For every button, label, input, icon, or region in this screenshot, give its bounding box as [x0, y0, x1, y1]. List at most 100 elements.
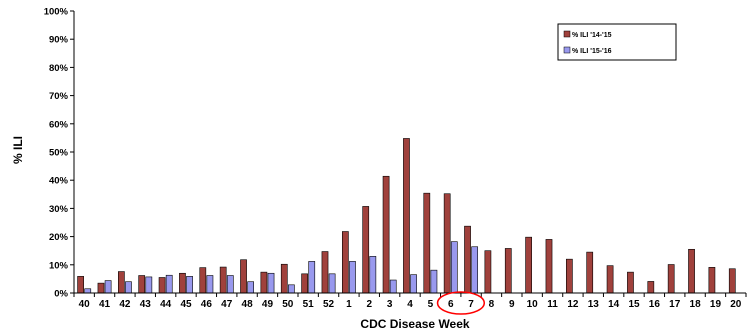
- x-tick-label: 6: [448, 299, 454, 310]
- y-tick-label: 90%: [49, 35, 69, 46]
- bar-series-2: [247, 281, 255, 294]
- annotations: [436, 291, 486, 315]
- x-tick-label: 8: [489, 299, 495, 310]
- bar-series-1: [484, 250, 492, 294]
- x-tick-label: 17: [669, 299, 681, 310]
- x-tick-label: 16: [649, 299, 661, 310]
- y-tick-label: 20%: [49, 232, 69, 243]
- x-tick-label: 3: [387, 299, 393, 310]
- bar-series-1: [301, 273, 308, 294]
- bar-series-2: [288, 284, 295, 294]
- legend-label: % ILI '14-'15: [572, 32, 612, 39]
- bar-series-2: [450, 241, 458, 294]
- x-tick-label: 7: [468, 299, 474, 310]
- bar-series-1: [728, 268, 736, 294]
- bars: [77, 138, 736, 294]
- x-tick-label: 19: [710, 299, 722, 310]
- y-tick-label: 0%: [54, 289, 68, 300]
- bar-series-2: [328, 273, 336, 294]
- y-tick-label: 10%: [49, 260, 69, 271]
- bar-series-2: [430, 269, 438, 294]
- x-tick-label: 9: [509, 299, 515, 310]
- bar-series-1: [97, 282, 105, 294]
- y-axis: 0% 10% 20% 30% 40% 50% 60% 70% 80% 90% 100%: [44, 7, 75, 300]
- bar-series-1: [280, 263, 288, 294]
- bar-series-1: [667, 264, 675, 294]
- bar-series-1: [341, 231, 349, 294]
- x-tick-label: 41: [99, 299, 111, 310]
- legend-swatch: [563, 46, 571, 54]
- x-tick-label: 2: [366, 299, 372, 310]
- bar-series-2: [389, 279, 397, 294]
- bar-series-2: [308, 261, 316, 294]
- bar-series-1: [606, 265, 614, 294]
- y-tick-label: 30%: [49, 204, 69, 215]
- bar-series-1: [118, 271, 125, 294]
- bar-series-1: [504, 248, 512, 294]
- y-tick-label: 50%: [49, 148, 69, 159]
- bar-series-1: [525, 236, 532, 294]
- bar-series-1: [321, 251, 329, 294]
- y-tick-label: 60%: [49, 119, 69, 130]
- x-tick-label: 5: [428, 299, 434, 310]
- x-tick-label: 42: [119, 299, 131, 310]
- bar-series-1: [464, 225, 471, 294]
- bar-series-1: [403, 138, 410, 294]
- bar-series-2: [104, 280, 112, 294]
- x-tick-label: 13: [588, 299, 600, 310]
- x-tick-label: 50: [282, 299, 294, 310]
- bar-series-1: [138, 275, 146, 294]
- y-tick-label: 40%: [49, 176, 69, 187]
- x-tick-label: 1: [346, 299, 352, 310]
- bar-series-2: [186, 276, 193, 294]
- x-tick-label: 12: [567, 299, 579, 310]
- x-axis-title: CDC Disease Week: [360, 317, 469, 331]
- bar-series-2: [267, 272, 275, 294]
- bar-series-1: [688, 248, 695, 294]
- legend-label: % ILI '15-'16: [572, 48, 612, 55]
- bar-series-1: [647, 281, 655, 294]
- x-tick-label: 18: [690, 299, 702, 310]
- x-tick-label: 4: [407, 299, 413, 310]
- bar-series-1: [240, 259, 247, 294]
- x-tick-label: 10: [527, 299, 539, 310]
- legend: % ILI '14-'15 % ILI '15-'16: [557, 23, 677, 61]
- x-tick-label: 48: [242, 299, 254, 310]
- bar-series-2: [206, 275, 214, 294]
- x-tick-label: 14: [608, 299, 620, 310]
- bar-series-1: [260, 271, 268, 294]
- y-tick-label: 80%: [49, 63, 69, 74]
- x-tick-label: 20: [730, 299, 742, 310]
- x-tick-label: 45: [180, 299, 192, 310]
- x-tick-label: 49: [262, 299, 274, 310]
- x-tick-label: 11: [547, 299, 558, 310]
- bar-series-1: [443, 193, 451, 294]
- x-tick-label: 40: [79, 299, 91, 310]
- bar-series-1: [362, 206, 370, 294]
- bar-series-1: [545, 239, 553, 294]
- bar-series-1: [708, 267, 716, 294]
- x-tick-label: 47: [221, 299, 233, 310]
- x-axis: 40 41 42 43 44 45 46 47 48 49 50 51 52 1 2 3 4 5 6 7 8 9 10 11 1…: [73, 292, 747, 310]
- x-tick-label: 52: [323, 299, 335, 310]
- bar-series-1: [179, 272, 186, 294]
- bar-series-2: [471, 246, 479, 294]
- bar-series-1: [382, 175, 390, 294]
- bar-series-1: [565, 258, 573, 294]
- legend-swatch: [563, 30, 571, 38]
- bar-series-1: [77, 276, 84, 294]
- y-tick-label: 70%: [49, 91, 69, 102]
- bar-series-2: [125, 281, 132, 294]
- x-tick-label: 15: [628, 299, 640, 310]
- x-tick-label: 51: [303, 299, 315, 310]
- legend-box: [557, 23, 677, 61]
- bar-series-1: [158, 277, 166, 294]
- bar-series-1: [586, 251, 594, 294]
- highlight-ellipse: [436, 291, 486, 315]
- bar-series-2: [226, 275, 234, 294]
- bar-series-1: [199, 267, 207, 294]
- x-tick-label: 43: [140, 299, 152, 310]
- bar-series-2: [410, 274, 417, 294]
- y-tick-label: 100%: [44, 7, 69, 18]
